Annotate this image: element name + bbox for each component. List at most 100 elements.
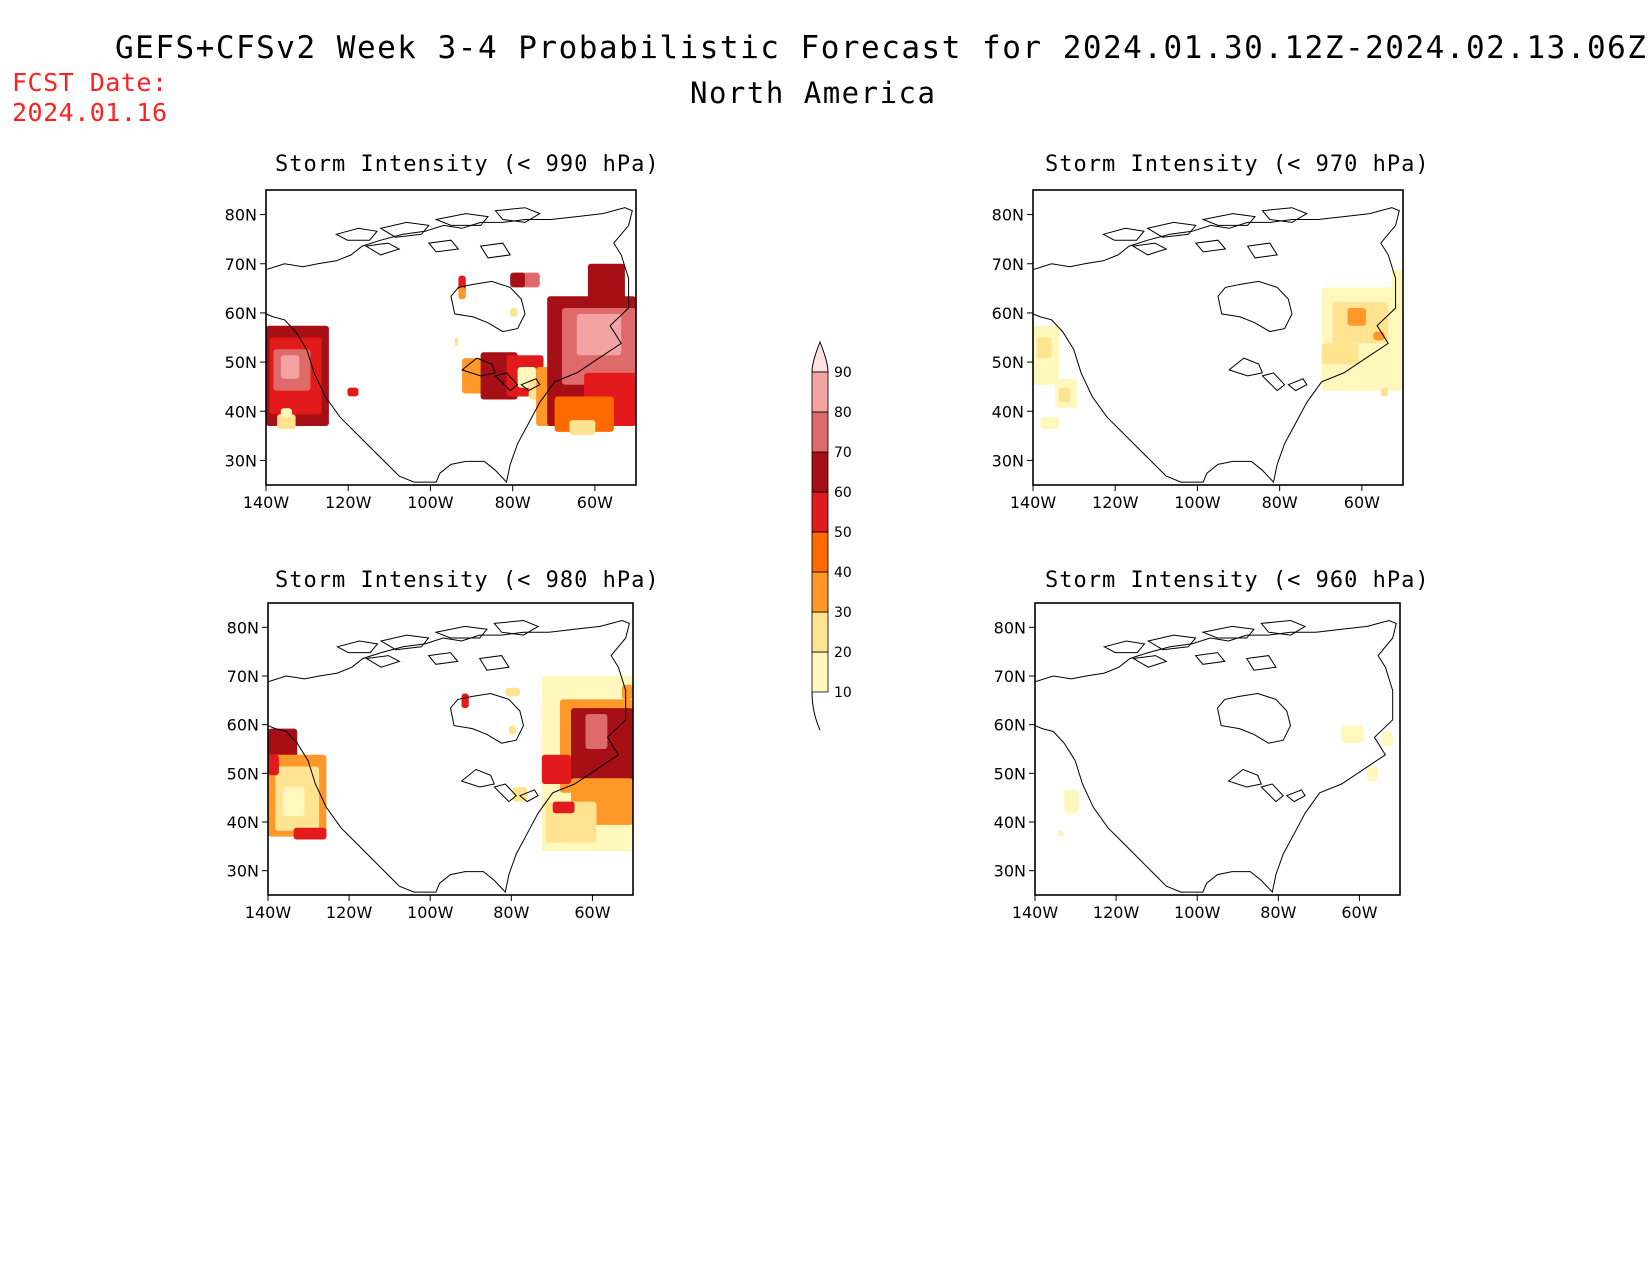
- probability-patch: [1367, 766, 1379, 782]
- island-outline: [1201, 625, 1255, 639]
- map-area-970: [1033, 190, 1403, 485]
- probability-patch: [282, 787, 305, 817]
- probability-patch: [280, 355, 300, 379]
- lake-outline: [1287, 378, 1308, 392]
- main-title: GEFS+CFSv2 Week 3-4 Probabilistic Foreca…: [115, 30, 1648, 66]
- colorbar-segment: [811, 451, 829, 493]
- lat-tick-label: 70N: [227, 667, 259, 686]
- lon-tick-label: 60W: [574, 903, 610, 922]
- panel-title-970: Storm Intensity (< 970 hPa): [1045, 152, 1430, 177]
- island-outline: [1146, 221, 1197, 238]
- panel-title-960: Storm Intensity (< 960 hPa): [1045, 568, 1430, 593]
- probability-patch: [1058, 387, 1070, 403]
- island-outline: [479, 242, 512, 259]
- lake-outline: [461, 357, 497, 377]
- island-outline: [434, 625, 488, 639]
- lake-outline: [1285, 789, 1306, 803]
- probability-patch: [1064, 789, 1079, 814]
- forecast-date-block: FCST Date: 2024.01.16: [12, 68, 168, 128]
- lake-outline: [520, 378, 541, 392]
- island-outline: [1146, 634, 1197, 651]
- map-frame: [265, 189, 637, 486]
- map-area-990: [266, 190, 636, 485]
- lake-outline: [1228, 357, 1264, 377]
- probability-patch: [462, 358, 485, 394]
- island-outline: [379, 634, 430, 651]
- probability-patch: [510, 308, 518, 317]
- colorbar-label: 80: [834, 405, 852, 421]
- probability-patch: [569, 420, 596, 435]
- probability-patch: [347, 387, 359, 397]
- probability-patch: [1341, 725, 1364, 744]
- coastline: [1033, 207, 1400, 484]
- probability-patch: [622, 684, 633, 700]
- probability-patch: [508, 725, 517, 735]
- lon-tick-label: 140W: [243, 493, 290, 512]
- probability-patch: [1056, 830, 1065, 837]
- lat-tick-label: 70N: [225, 255, 257, 274]
- lon-tick-label: 80W: [1262, 493, 1298, 512]
- map-panel-970: 80N 70N 60N 50N 40N 30N 140W 120W 100W 80W 60W: [992, 189, 1404, 512]
- colorbar-segment: [811, 371, 829, 413]
- lake-outline: [1261, 372, 1286, 392]
- probability-patch: [293, 827, 327, 840]
- lon-tick-label: 60W: [1341, 903, 1377, 922]
- island-outline: [1194, 239, 1227, 253]
- lat-tick-label: 50N: [225, 353, 257, 372]
- island-outline: [434, 213, 489, 226]
- panel-title-980: Storm Intensity (< 980 hPa): [275, 568, 660, 593]
- lat-tick-label: 50N: [994, 764, 1026, 783]
- map-frame: [1032, 189, 1404, 486]
- colorbar-label: 20: [834, 645, 852, 661]
- island-outline: [1132, 655, 1168, 668]
- lat-tick-label: 30N: [994, 862, 1026, 881]
- lat-tick-label: 40N: [992, 402, 1024, 421]
- lon-tick-label: 80W: [495, 493, 531, 512]
- island-outline: [1102, 640, 1146, 654]
- coastline: [1035, 619, 1397, 894]
- map-background: [1035, 603, 1400, 895]
- lat-tick-label: 30N: [227, 862, 259, 881]
- island-outline: [364, 242, 401, 256]
- lat-tick-label: 60N: [227, 716, 259, 735]
- sub-title: North America: [690, 76, 937, 110]
- lon-tick-label: 120W: [1093, 903, 1140, 922]
- probability-patch: [268, 754, 279, 776]
- probability-patch: [1347, 308, 1366, 326]
- island-outline: [494, 207, 541, 223]
- lon-tick-label: 100W: [1174, 493, 1221, 512]
- colorbar-segment: [811, 531, 829, 573]
- coastline: [266, 207, 633, 484]
- probability-patch: [1381, 731, 1393, 747]
- probability-patch: [1040, 417, 1059, 429]
- hudson-bay-outline: [449, 692, 525, 744]
- lat-tick-label: 60N: [994, 716, 1026, 735]
- colorbar-segment: [811, 571, 829, 613]
- island-outline: [1260, 619, 1307, 636]
- colorbar-label: 60: [834, 485, 852, 501]
- island-outline: [478, 655, 510, 671]
- lat-tick-label: 70N: [994, 667, 1026, 686]
- map-panel-960: 80N 70N 60N 50N 40N 30N 140W 120W 100W 80W 60W: [994, 602, 1401, 922]
- probability-patch: [585, 714, 608, 749]
- probability-patch: [277, 414, 296, 429]
- lon-tick-label: 140W: [1012, 903, 1059, 922]
- lon-tick-label: 140W: [1010, 493, 1057, 512]
- colorbar-bottom-cap: [811, 691, 821, 731]
- colorbar: 10 20 30 40 50 60 70 80 90: [811, 340, 852, 731]
- colorbar-label: 90: [834, 365, 852, 381]
- probability-patch: [458, 287, 466, 300]
- map-panel-990: 80N 70N 60N 50N 40N 30N 140W 120W 100W 80W 60W: [225, 189, 637, 512]
- lon-tick-label: 60W: [1344, 493, 1380, 512]
- probability-patch: [454, 337, 459, 347]
- lake-outline: [518, 789, 539, 803]
- lake-outline: [1260, 783, 1284, 803]
- probability-patch: [505, 687, 520, 697]
- island-outline: [365, 655, 401, 668]
- colorbar-segment: [811, 651, 829, 693]
- lon-tick-label: 140W: [245, 903, 292, 922]
- lat-tick-label: 60N: [225, 304, 257, 323]
- lat-tick-label: 30N: [225, 451, 257, 470]
- forecast-date-value: 2024.01.16: [12, 98, 168, 127]
- lake-outline: [460, 768, 495, 788]
